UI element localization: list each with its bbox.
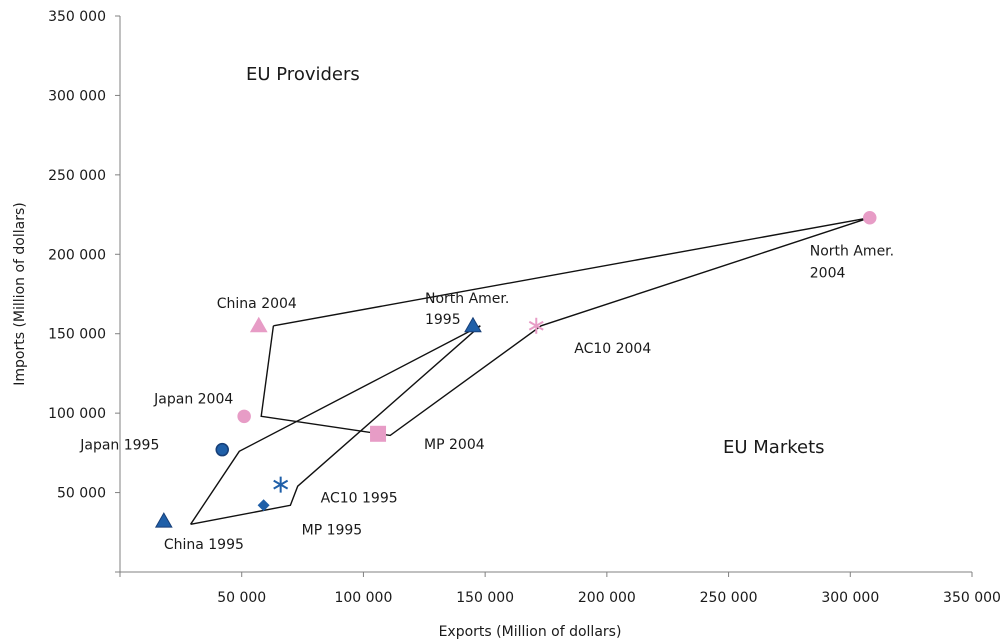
label-line: North Amer. [425, 291, 509, 307]
japan-1995-label: Japan 1995 [79, 438, 159, 454]
region-label-eu-providers: EU Providers [246, 64, 360, 85]
ac10-2004-marker [528, 317, 544, 334]
x-ticks: 50 000 100 000 150 000 200 000 250 000 300 00… [217, 572, 1001, 606]
x-tick-label: 50 000 [217, 590, 266, 606]
y-ticks: 50 000 100 000 150 000 200 000 250 000 300 00… [48, 9, 120, 502]
label-line: North Amer. [810, 244, 894, 260]
y-tick-label: 200 000 [48, 247, 106, 263]
x-tick-label: 250 000 [700, 590, 758, 606]
label-line: AC10 2004 [574, 341, 651, 357]
label-line: China 2004 [217, 296, 297, 312]
outline-2004 [260, 217, 871, 437]
y-tick-label: 350 000 [48, 9, 106, 25]
china-1995-label: China 1995 [164, 537, 244, 553]
japan-2004-marker [237, 409, 251, 424]
asterisk-stroke [528, 320, 544, 331]
japan-2004-label: Japan 2004 [153, 391, 233, 407]
north-amer-1995-marker [464, 316, 482, 333]
y-tick-label: 100 000 [48, 406, 106, 422]
x-tick-label: 100 000 [334, 590, 392, 606]
japan-1995-marker [215, 442, 229, 457]
y-tick-label: 150 000 [48, 327, 106, 343]
point-labels: Japan 1995 China 1995 MP 1995 AC10 1995 Nort… [79, 244, 894, 553]
mp-2004-label: MP 2004 [424, 437, 485, 453]
label-line: 1995 [425, 312, 461, 328]
y-tick-label: 250 000 [48, 168, 106, 184]
outline-lines [190, 217, 871, 525]
north-amer-1995-label: North Amer. 1995 [425, 291, 509, 328]
outline-1995 [190, 325, 481, 525]
data-points [154, 210, 877, 528]
north-amer-2004-marker [863, 210, 877, 225]
y-axis-title: Imports (Million of dollars) [12, 202, 28, 385]
china-2004-label: China 2004 [217, 296, 297, 312]
region-label-eu-markets: EU Markets [723, 437, 825, 458]
axes [115, 16, 972, 577]
mp-1995-label: MP 1995 [302, 522, 363, 538]
label-line: 2004 [810, 266, 846, 282]
north-amer-2004-label: North Amer. 2004 [810, 244, 894, 282]
mp-1995-marker [257, 499, 270, 512]
ac10-1995-marker [273, 476, 289, 493]
label-line: Japan 1995 [79, 438, 159, 454]
label-line: MP 1995 [302, 522, 363, 538]
label-line: China 1995 [164, 537, 244, 553]
y-tick-label: 300 000 [48, 88, 106, 104]
china-1995-marker [154, 512, 173, 528]
mp-2004-marker [370, 425, 387, 442]
x-tick-label: 200 000 [578, 590, 636, 606]
x-tick-label: 150 000 [456, 590, 514, 606]
ac10-2004-label: AC10 2004 [574, 341, 651, 357]
label-line: MP 2004 [424, 437, 485, 453]
x-tick-label: 300 000 [821, 590, 879, 606]
y-tick-label: 50 000 [57, 486, 106, 502]
asterisk-stroke [273, 479, 289, 490]
ac10-1995-label: AC10 1995 [321, 491, 398, 507]
china-2004-marker [249, 316, 268, 333]
label-line: AC10 1995 [321, 491, 398, 507]
x-tick-label: 350 000 [943, 590, 1001, 606]
label-line: Japan 2004 [153, 391, 233, 407]
x-axis-title: Exports (Million of dollars) [439, 624, 622, 640]
